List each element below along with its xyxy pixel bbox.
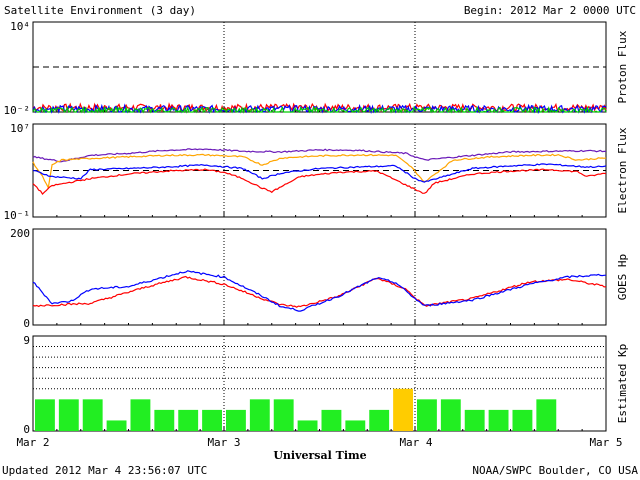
- kp-bar: [249, 399, 270, 431]
- panels: 10⁴ 10⁻² Proton Flux 10⁷ 10⁻¹ Electron Flux 20…: [4, 20, 630, 436]
- kp-bar: [273, 399, 294, 431]
- y-axis-label: Estimated Kp: [616, 344, 629, 423]
- series-line: [32, 105, 607, 114]
- series-line: [32, 153, 607, 190]
- kp-bar: [130, 399, 151, 431]
- kp-bar: [369, 409, 390, 431]
- updated-timestamp: Updated 2012 Mar 4 23:56:07 UTC: [2, 464, 207, 477]
- begin-date: Begin: 2012 Mar 2 0000 UTC: [464, 4, 636, 17]
- kp-bar: [154, 409, 175, 431]
- x-axis-label: Universal Time: [273, 449, 366, 462]
- kp-bar: [226, 409, 246, 431]
- kp-panel: 9 0 Estimated Kp: [23, 334, 629, 436]
- y-tick-label-top: 10⁷: [10, 122, 30, 135]
- series-line: [32, 270, 607, 312]
- x-tick-label-mar2: Mar 2: [16, 436, 49, 449]
- y-tick-label-bottom: 0: [23, 423, 30, 436]
- kp-bar: [202, 409, 222, 431]
- kp-bar: [393, 388, 413, 431]
- proton-flux-panel: 10⁴ 10⁻² Proton Flux: [4, 20, 630, 117]
- panel-frame: [32, 228, 607, 326]
- kp-bar: [321, 409, 342, 431]
- y-tick-label-top: 9: [23, 334, 30, 347]
- kp-bar: [82, 399, 103, 431]
- kp-bar: [106, 420, 127, 431]
- y-tick-label-bottom: 10⁻¹: [4, 209, 31, 222]
- goes-hp-panel: 200 0 GOES Hp: [10, 227, 629, 330]
- series-line: [33, 163, 607, 183]
- kp-bar: [440, 399, 461, 431]
- series-line: [32, 275, 607, 308]
- x-tick-label-mar3: Mar 3: [207, 436, 240, 449]
- y-tick-label-top: 200: [10, 227, 30, 240]
- chart-title: Satellite Environment (3 day): [4, 4, 196, 17]
- y-axis-label: Proton Flux: [616, 30, 629, 103]
- kp-bar: [512, 409, 533, 431]
- y-axis-label: GOES Hp: [616, 254, 629, 300]
- y-tick-label-bottom: 10⁻²: [4, 104, 31, 117]
- kp-bar: [178, 409, 199, 431]
- kp-bar: [488, 409, 509, 431]
- series-line: [32, 168, 607, 196]
- kp-bar: [536, 399, 557, 431]
- credit-text: NOAA/SWPC Boulder, CO USA: [472, 464, 638, 477]
- kp-bar: [58, 399, 79, 431]
- series-line: [32, 148, 606, 163]
- kp-bar: [345, 420, 366, 431]
- x-tick-label-mar5: Mar 5: [589, 436, 622, 449]
- x-tick-label-mar4: Mar 4: [399, 436, 432, 449]
- electron-flux-panel: 10⁷ 10⁻¹ Electron Flux: [4, 122, 630, 222]
- kp-bar: [464, 409, 485, 431]
- y-axis-label: Electron Flux: [616, 127, 629, 213]
- kp-bar: [35, 399, 55, 431]
- y-tick-label-top: 10⁴: [10, 20, 30, 33]
- kp-bar: [417, 399, 437, 431]
- y-tick-label-bottom: 0: [23, 317, 30, 330]
- kp-bar: [297, 420, 318, 431]
